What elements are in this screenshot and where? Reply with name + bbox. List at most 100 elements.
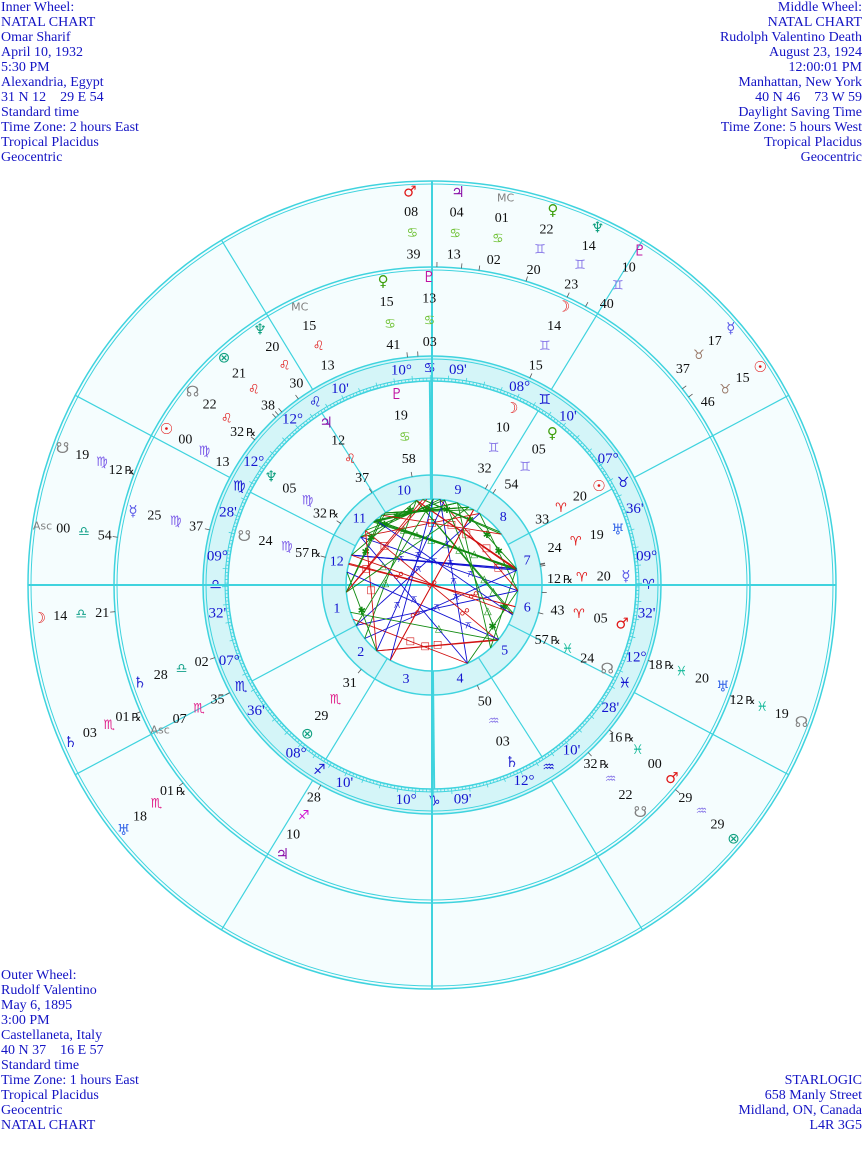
- info-line: 40 N 37 16 E 57: [1, 1043, 104, 1058]
- sign-cancer-icon: ♋︎: [449, 226, 461, 241]
- planet-degree: 29: [711, 818, 725, 833]
- planet-position-tick: [357, 668, 362, 674]
- sign-aries-icon: ♈︎: [573, 607, 585, 622]
- planet-position-tick: [178, 782, 184, 787]
- south-node-icon: ☋: [56, 439, 69, 457]
- planet-minute-value: 16: [608, 730, 622, 745]
- planet-position-tick: [730, 695, 736, 698]
- planet-degree: 20: [265, 340, 279, 355]
- sign-libra-icon: ♎︎: [75, 607, 87, 622]
- info-line: Rudolph Valentino Death: [719, 30, 862, 45]
- degree-tick: [577, 727, 582, 733]
- degree-tick: [269, 455, 273, 459]
- degree-tick: [281, 725, 285, 728]
- planet-minute: 18 ℞: [648, 658, 674, 673]
- degree-tick: [593, 708, 597, 712]
- planet-minute: 37: [355, 470, 369, 485]
- aspect-line-trine: [416, 500, 513, 616]
- degree-tick: [229, 639, 236, 642]
- degree-tick: [228, 546, 232, 549]
- info-line: Time Zone: 5 hours West: [720, 120, 862, 135]
- publisher-info: STARLOGIC 658 Manly Street Midland, ON, Ca…: [738, 1073, 862, 1133]
- planet-degree: 24: [580, 652, 594, 667]
- degree-tick: [267, 458, 271, 462]
- degree-tick: [325, 403, 329, 410]
- info-line: May 6, 1895: [1, 998, 73, 1013]
- house-cusp-line: [507, 488, 613, 546]
- aspect-line-sextile: [381, 506, 469, 516]
- mars-icon: ♂: [665, 769, 678, 787]
- planet-position-tick: [317, 784, 322, 790]
- planet-minute-value: 41: [386, 338, 400, 353]
- degree-tick: [302, 422, 306, 426]
- info-line: August 23, 1924: [769, 45, 862, 60]
- info-line: 31 N 12 29 E 54: [1, 90, 104, 105]
- neptune-icon: ♆: [264, 468, 277, 486]
- planet-minute-value: 32: [478, 461, 492, 476]
- outer-wheel-cusp-line: [597, 239, 644, 314]
- sign-leo-icon: ♌︎: [279, 359, 291, 374]
- degree-tick: [225, 621, 232, 624]
- planet-minute: 32 ℞: [583, 757, 609, 772]
- planet-position-tick: [368, 488, 373, 494]
- degree-tick: [265, 461, 269, 464]
- degree-tick: [246, 675, 250, 678]
- planet-position-tick: [492, 489, 497, 494]
- aspect-trine-icon: △: [484, 606, 492, 617]
- planet-position-tick: [225, 692, 231, 696]
- degree-tick: [383, 783, 385, 787]
- sign-cancer-icon: ♋︎: [424, 314, 436, 329]
- aspect-square-icon: □: [420, 641, 429, 652]
- degree-tick: [631, 628, 635, 631]
- aspect-line-square: [345, 499, 424, 593]
- info-line: 5:30 PM: [1, 60, 50, 75]
- planet-minute-value: 24: [548, 541, 562, 556]
- degree-tick: [239, 659, 243, 662]
- degree-tick: [232, 529, 236, 531]
- planet-degree: 29: [314, 709, 328, 724]
- degree-tick: [633, 618, 640, 621]
- planet-minute-value: 13: [447, 247, 461, 262]
- aspect-square-icon: □: [366, 585, 375, 596]
- aspect-line-quincunx: [376, 499, 446, 652]
- planet-minute: 32 ℞: [313, 506, 339, 521]
- planet-minute: 37: [189, 519, 203, 534]
- aspect-opposition-icon: ☍: [469, 591, 479, 602]
- degree-tick: [572, 732, 575, 736]
- degree-tick: [572, 434, 575, 438]
- degree-tick: [257, 694, 261, 697]
- planet-position-tick: [135, 711, 141, 715]
- info-line: Outer Wheel:: [1, 968, 77, 983]
- degree-tick: [362, 389, 365, 393]
- degree-tick: [295, 424, 300, 431]
- aspect-quincunx-icon: ⚻: [415, 550, 422, 561]
- planet-degree: 05: [594, 612, 608, 627]
- aspect-square-icon: □: [380, 540, 389, 551]
- degree-tick: [566, 737, 570, 741]
- house-number: 6: [524, 600, 531, 615]
- degree-tick: [358, 388, 362, 395]
- planet-minute: 16 ℞: [608, 730, 634, 745]
- degree-tick: [276, 719, 280, 723]
- degree-tick: [320, 756, 323, 760]
- planet-degree: 03: [496, 734, 510, 749]
- degree-tick: [564, 739, 569, 746]
- aspect-line-sextile: [345, 514, 383, 593]
- planet-degree: 15: [736, 371, 750, 386]
- planet-degree: 10: [496, 421, 510, 436]
- degree-tick: [249, 485, 253, 488]
- planet-minute: 54: [98, 528, 112, 543]
- cusp-degree: 12°: [243, 454, 264, 470]
- degree-tick: [553, 418, 556, 422]
- aspect-line-quincunx: [351, 554, 517, 571]
- middle-wheel-cusp-line: [265, 780, 314, 857]
- degree-tick: [229, 539, 233, 542]
- retrograde-icon: ℞: [176, 785, 186, 798]
- degree-tick: [323, 408, 326, 412]
- degree-tick: [235, 518, 239, 521]
- degree-tick: [383, 383, 385, 387]
- middle-wheel-cusp-line: [265, 313, 314, 390]
- cusp-minute: 36': [247, 703, 265, 719]
- degree-tick: [393, 785, 396, 789]
- planet-degree: 28: [154, 668, 168, 683]
